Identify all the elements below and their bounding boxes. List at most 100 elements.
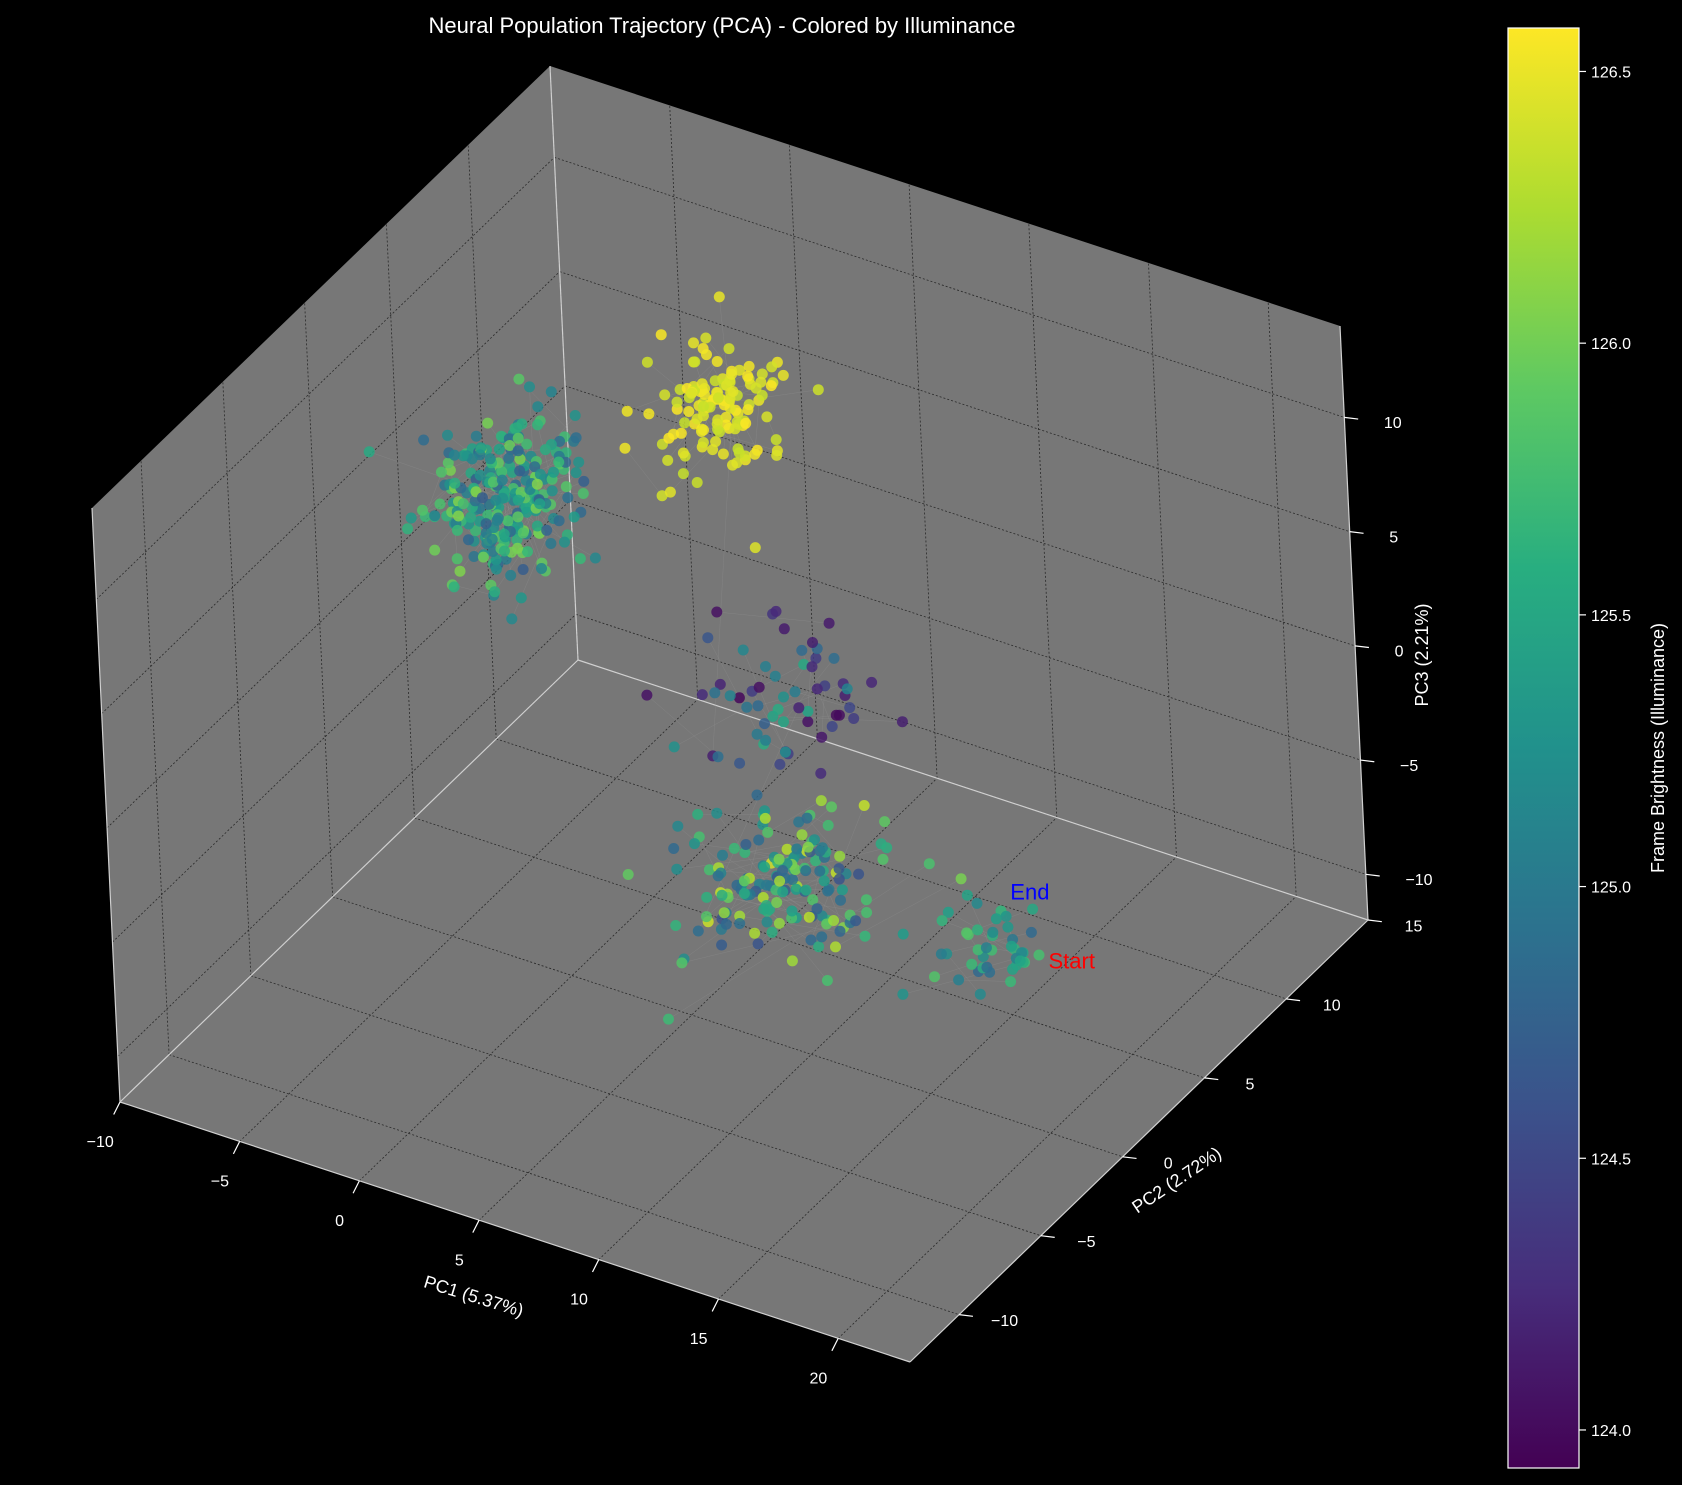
data-point	[670, 920, 682, 931]
data-point	[777, 886, 789, 898]
data-point	[663, 1013, 674, 1025]
data-point	[766, 361, 778, 373]
data-point	[656, 490, 668, 502]
data-point	[498, 545, 510, 557]
grid-line	[908, 184, 938, 779]
data-point	[692, 808, 704, 820]
data-point	[724, 690, 736, 702]
data-point	[453, 510, 464, 522]
data-point	[802, 841, 814, 853]
data-point	[449, 477, 461, 489]
data-point	[491, 514, 503, 526]
annotation-end: End	[1010, 879, 1049, 904]
data-point	[769, 670, 781, 682]
data-point	[961, 927, 973, 939]
data-point	[796, 829, 808, 841]
data-point	[802, 705, 814, 717]
data-point	[774, 875, 786, 887]
data-point	[484, 453, 496, 465]
z-axis-label: PC3 (2.21%)	[1412, 603, 1432, 706]
data-point	[454, 565, 466, 577]
data-point	[806, 661, 818, 673]
data-point	[796, 644, 808, 656]
data-point	[749, 448, 761, 460]
y-tick-label: −5	[1077, 1234, 1095, 1251]
trajectory-segment	[742, 649, 786, 752]
data-point	[942, 906, 954, 918]
y-tick	[1204, 1077, 1219, 1081]
data-point	[490, 554, 502, 566]
data-point	[712, 870, 724, 882]
data-point	[493, 443, 505, 455]
x-tick-label: −10	[87, 1134, 114, 1151]
data-point	[866, 676, 878, 688]
x-tick-label: 15	[690, 1331, 708, 1348]
data-point	[935, 948, 947, 960]
data-point	[711, 356, 723, 367]
data-point	[568, 511, 580, 523]
data-point	[789, 686, 801, 698]
data-point	[468, 551, 480, 562]
data-point	[780, 746, 791, 758]
data-point	[643, 408, 655, 420]
data-point	[545, 386, 557, 398]
z-tick	[1349, 531, 1364, 534]
data-point	[743, 360, 755, 372]
data-point	[655, 329, 667, 341]
data-point	[676, 957, 688, 969]
data-point	[470, 430, 482, 442]
data-point	[457, 498, 469, 510]
data-point	[777, 369, 789, 381]
y-tick-label: 15	[1405, 919, 1423, 936]
data-point	[714, 678, 726, 690]
data-point	[777, 865, 789, 876]
data-point	[801, 812, 813, 824]
data-point	[662, 454, 674, 466]
data-point	[577, 488, 589, 499]
data-point	[811, 683, 823, 695]
grid-line	[559, 271, 1350, 532]
data-point	[521, 438, 533, 450]
pane-edge	[577, 659, 1369, 921]
colorbar-tick-label: 126.5	[1591, 64, 1631, 81]
data-point	[516, 418, 528, 430]
data-point	[974, 988, 986, 1000]
data-point	[732, 443, 744, 455]
data-point	[1027, 903, 1039, 915]
data-point	[532, 419, 544, 431]
data-point	[570, 467, 582, 479]
data-point	[457, 450, 469, 462]
data-point	[664, 486, 676, 498]
data-point	[570, 432, 582, 444]
data-point	[481, 537, 493, 549]
grid-line	[564, 385, 1356, 647]
data-point	[686, 387, 698, 399]
data-point	[402, 523, 414, 535]
trajectory-segment	[720, 857, 775, 874]
data-point	[701, 911, 712, 923]
data-point	[503, 452, 515, 464]
data-point	[562, 492, 574, 504]
data-point	[703, 864, 715, 876]
data-point	[761, 411, 773, 423]
z-tick	[1344, 416, 1359, 420]
grid-line	[570, 499, 1361, 761]
data-point	[451, 553, 463, 565]
data-point	[815, 767, 827, 779]
colorbar-tick-label: 125.0	[1591, 880, 1631, 897]
data-point	[442, 429, 453, 441]
chart-title: Neural Population Trajectory (PCA) - Col…	[429, 13, 1016, 38]
data-point	[740, 417, 752, 429]
data-point	[980, 942, 992, 954]
data-point	[749, 927, 761, 939]
data-point	[489, 586, 501, 598]
data-point	[717, 448, 729, 460]
y-tick	[1286, 998, 1301, 1002]
data-point	[767, 710, 779, 722]
x-tick	[472, 1219, 480, 1233]
y-tick-label: 5	[1246, 1076, 1255, 1093]
data-point	[522, 546, 533, 558]
z-tick-label: −10	[1405, 872, 1432, 889]
trajectory-segment	[934, 964, 972, 977]
